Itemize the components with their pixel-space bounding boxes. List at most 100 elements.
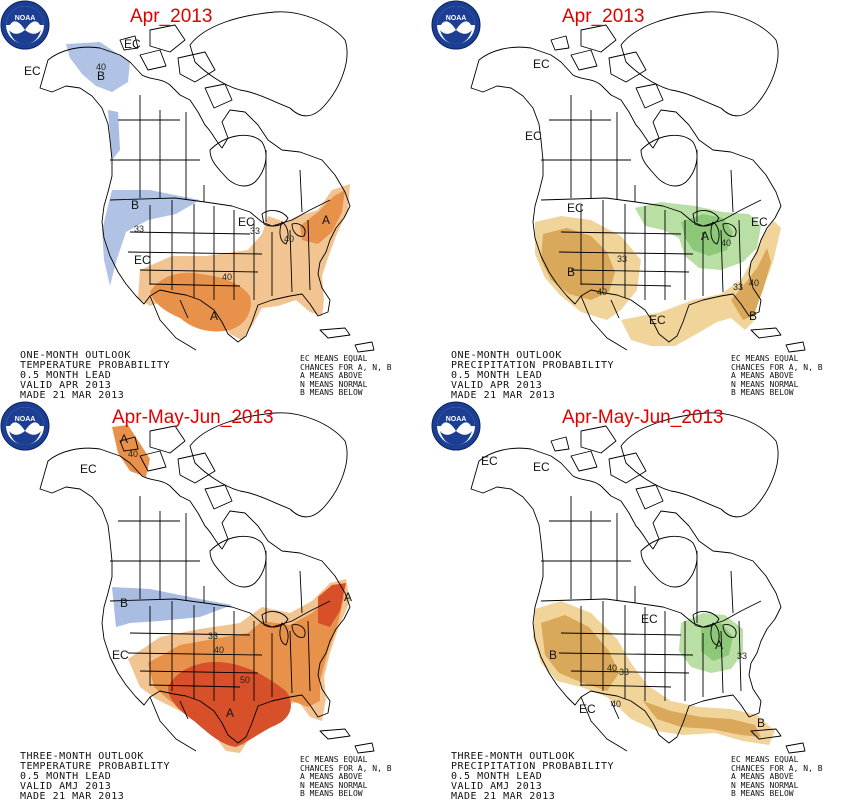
ec-legend-line: B MEANS BELOW: [731, 388, 794, 397]
panel-temp-amj: EC EC B A A A 40 40 50 33 Apr-May-Jun_20…: [0, 401, 431, 802]
noaa-logo: [0, 401, 50, 451]
panel-title: Apr-May-Jun_2013: [112, 407, 274, 428]
outlook-legend: ONE-MONTH OUTLOOK TEMPERATURE PROBABILIT…: [20, 351, 170, 401]
ec-legend-line: N MEANS NORMAL: [300, 379, 368, 389]
label-b-1: B: [567, 265, 575, 279]
label-ec-2: EC: [112, 648, 129, 662]
outlook-legend: THREE-MONTH OUTLOOK TEMPERATURE PROBABIL…: [20, 752, 170, 802]
noaa-logo: [0, 0, 50, 50]
label-ec-2: EC: [124, 37, 141, 51]
contour-33-a: 33: [250, 226, 260, 236]
contour-33-b: 33: [737, 651, 747, 661]
ec-legend: EC MEANS EQUAL CHANCES FOR A, N, B A MEA…: [731, 755, 823, 799]
label-b-2: B: [757, 716, 765, 730]
legend-line: 0.5 MONTH LEAD: [451, 771, 543, 782]
legend-line: MADE 21 MAR 2013: [20, 791, 125, 802]
panel-title: Apr_2013: [130, 6, 213, 27]
ec-legend-line: A MEANS ABOVE: [300, 371, 363, 380]
outlook-legend: ONE-MONTH OUTLOOK PRECIPITATION PROBABIL…: [451, 351, 614, 401]
contour-40-b: 40: [214, 645, 224, 655]
ec-legend-line: N MEANS NORMAL: [731, 379, 799, 389]
noaa-logo: [431, 0, 481, 50]
contour-40-a: 40: [607, 663, 617, 673]
contour-40-c: 40: [284, 234, 294, 244]
ec-legend-line: N MEANS NORMAL: [300, 780, 368, 790]
ec-legend-line: A MEANS ABOVE: [731, 772, 794, 781]
label-a-1: A: [210, 309, 218, 323]
precip-amj-map: EC EC EC EC B B A 40 40 33 33: [470, 412, 806, 754]
ec-legend-line: B MEANS BELOW: [300, 789, 363, 798]
label-ec-1: EC: [24, 64, 41, 78]
ec-legend: EC MEANS EQUAL CHANCES FOR A, N, B A MEA…: [300, 354, 392, 398]
label-ec-1: EC: [481, 454, 498, 468]
ec-legend-line: A MEANS ABOVE: [300, 772, 363, 781]
label-b-2: B: [749, 309, 757, 323]
label-b-1: B: [549, 648, 557, 662]
legend-line: 0.5 MONTH LEAD: [20, 771, 112, 782]
legend-line: VALID AMJ 2013: [20, 781, 112, 792]
label-ec-1: EC: [533, 57, 550, 71]
legend-line: THREE-MONTH OUTLOOK: [20, 751, 144, 762]
label-ec-4: EC: [579, 702, 596, 716]
label-a-1: A: [701, 229, 709, 243]
contour-33-b: 33: [134, 224, 144, 234]
panel-precip-amj: EC EC EC EC B B A 40 40 33 33 Apr-May-Ju…: [431, 401, 862, 802]
ec-legend-line: CHANCES FOR A, N, B: [731, 763, 823, 773]
contour-40-a: 40: [597, 287, 607, 297]
panel-title: Apr_2013: [562, 6, 645, 27]
ec-legend-line: CHANCES FOR A, N, B: [300, 362, 392, 372]
legend-line: 0.5 MONTH LEAD: [20, 370, 112, 381]
panel-title: Apr-May-Jun_2013: [562, 407, 724, 428]
legend-line: PRECIPITATION PROBABILITY: [451, 360, 615, 371]
ec-legend-line: CHANCES FOR A, N, B: [731, 362, 823, 372]
contour-33-a: 33: [208, 631, 218, 641]
ec-legend-line: EC MEANS EQUAL: [300, 755, 368, 764]
contour-33-a: 33: [619, 667, 629, 677]
ec-legend-line: EC MEANS EQUAL: [731, 354, 799, 363]
legend-line: VALID APR 2013: [451, 380, 543, 391]
legend-line: VALID AMJ 2013: [451, 781, 543, 792]
label-a-2: A: [226, 706, 234, 720]
label-ec-3: EC: [134, 253, 151, 267]
contour-40-b: 40: [222, 272, 232, 282]
legend-line: MADE 21 MAR 2013: [451, 791, 556, 802]
legend-line: MADE 21 MAR 2013: [451, 390, 556, 401]
ec-legend-line: CHANCES FOR A, N, B: [300, 763, 392, 773]
contour-40-c: 40: [749, 278, 759, 288]
ec-legend: EC MEANS EQUAL CHANCES FOR A, N, B A MEA…: [731, 354, 823, 398]
legend-line: MADE 21 MAR 2013: [20, 390, 125, 401]
legend-line: ONE-MONTH OUTLOOK: [20, 350, 131, 361]
label-b-2: B: [131, 198, 139, 212]
contour-40-a: 40: [96, 62, 106, 72]
label-ec-4: EC: [238, 215, 255, 229]
legend-line: ONE-MONTH OUTLOOK: [451, 350, 562, 361]
ec-legend-line: N MEANS NORMAL: [731, 780, 799, 790]
ec-legend-line: EC MEANS EQUAL: [731, 755, 799, 764]
contour-33-a: 33: [617, 254, 627, 264]
contour-33-b: 33: [733, 282, 743, 292]
contour-50: 50: [240, 675, 250, 685]
noaa-logo: [431, 401, 481, 451]
ec-legend: EC MEANS EQUAL CHANCES FOR A, N, B A MEA…: [300, 755, 392, 799]
label-ec-3: EC: [641, 612, 658, 626]
label-a-3: A: [344, 590, 352, 604]
precip-apr-map: EC EC EC EC EC B B A 40 40 40 33 33: [470, 11, 806, 353]
ec-legend-line: B MEANS BELOW: [731, 789, 794, 798]
contour-40-b: 40: [611, 699, 621, 709]
temp-amj-map: EC EC B A A A 40 40 50 33: [39, 412, 375, 754]
label-b-1: B: [97, 69, 105, 83]
legend-line: VALID APR 2013: [20, 380, 112, 391]
legend-line: THREE-MONTH OUTLOOK: [451, 751, 575, 762]
temp-apr-map: EC EC EC EC B B A A 40 40 40 33 33: [24, 11, 375, 353]
ec-legend-line: A MEANS ABOVE: [731, 371, 794, 380]
legend-line: 0.5 MONTH LEAD: [451, 370, 543, 381]
label-b-1: B: [120, 596, 128, 610]
label-ec-2: EC: [525, 129, 542, 143]
legend-line: TEMPERATURE PROBABILITY: [20, 761, 170, 772]
legend-line: PRECIPITATION PROBABILITY: [451, 761, 615, 772]
contour-40-b: 40: [721, 238, 731, 248]
contour-40-a: 40: [128, 449, 138, 459]
panel-precip-apr: EC EC EC EC EC B B A 40 40 40 33 33 Apr_…: [431, 0, 862, 401]
label-ec-2: EC: [533, 460, 550, 474]
label-a-2: A: [322, 213, 330, 227]
